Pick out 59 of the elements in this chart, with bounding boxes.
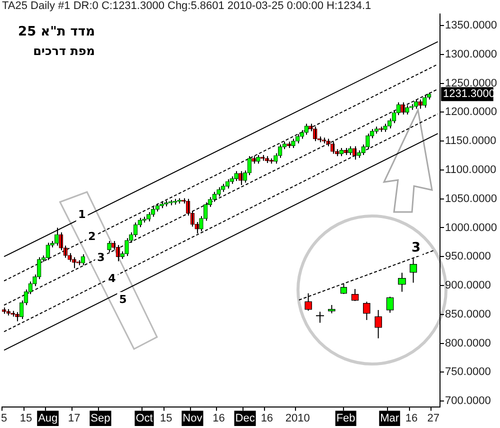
candlestick: [405, 104, 410, 116]
annotation: 3: [97, 250, 105, 264]
x-tick-label: Oct: [136, 412, 153, 424]
candlestick: [366, 133, 370, 150]
x-tick-label: Feb: [336, 412, 356, 424]
text: 1231.3000: [443, 88, 495, 100]
y-tick-label: 1200.0000: [445, 106, 497, 118]
y-tick-label: 950.0000: [445, 250, 491, 263]
candlestick: [124, 238, 129, 257]
x-tick-label: Dec: [235, 412, 256, 424]
y-tick-label: 700.0000: [445, 395, 491, 408]
annotation: מפת דרכים: [33, 44, 95, 58]
x-tick-label: 16: [405, 412, 418, 424]
candlestick: [76, 260, 81, 266]
x-tick-label: 15: [160, 412, 172, 424]
y-tick-label: 850.0000: [445, 308, 491, 320]
candlestick: [146, 212, 151, 222]
x-tick-label: Mar: [380, 412, 400, 424]
x-tick-label: 17: [68, 412, 80, 424]
x-tick-label: 16: [260, 412, 274, 424]
candlestick: [150, 206, 156, 218]
candlestick: [295, 134, 300, 144]
chart-title: TA25 Daily #1 DR:0 C:1231.3000 Chg:5.8601 2010-03-25 0:00:00 H:1234.1: [2, 0, 372, 12]
annotation: 2: [88, 230, 96, 243]
candlestick: [107, 240, 112, 252]
y-tick-label: 800.0000: [445, 337, 491, 350]
x-tick-label: Sep: [90, 412, 110, 424]
y-tick-label: 1000.0000: [445, 222, 497, 234]
x-tick-label: 5: [0, 412, 8, 424]
annotation: 5: [119, 292, 127, 306]
candlestick: [46, 242, 50, 261]
x-tick-label: Nov: [182, 412, 203, 424]
candlestick: [422, 94, 427, 108]
candlestick: [234, 170, 238, 182]
candlestick: [54, 227, 59, 246]
x-tick-label: 2010: [285, 412, 310, 424]
y-tick-label: 900.0000: [445, 280, 491, 292]
candlestick: [304, 123, 308, 136]
x-tick-label: Aug: [38, 412, 58, 424]
y-tick-label: 750.0000: [445, 366, 491, 378]
y-tick-label: 1350.0000: [445, 20, 497, 32]
annotation: מדד ת"א 25: [18, 24, 95, 40]
candlestick: [378, 126, 383, 132]
candlestick: [216, 186, 221, 198]
candlestick: [291, 138, 296, 149]
y-tick-label: 1150.0000: [445, 135, 496, 148]
y-tick-label: 1050.0000: [445, 192, 497, 205]
annotation: 4: [108, 272, 116, 285]
x-tick-label: 16: [212, 412, 225, 424]
x-tick-label: 15: [20, 412, 32, 424]
annotation: 1: [78, 208, 86, 221]
x-tick-label: 27: [427, 412, 440, 424]
y-tick-label: 1100.0000: [445, 164, 496, 176]
candlestick: [322, 137, 326, 144]
candlestick: [414, 98, 418, 110]
y-tick-label: 1300.0000: [445, 48, 497, 60]
candlestick: [80, 254, 86, 266]
candlestick: [225, 178, 230, 189]
y-tick-label: 1250.0000: [445, 77, 497, 90]
